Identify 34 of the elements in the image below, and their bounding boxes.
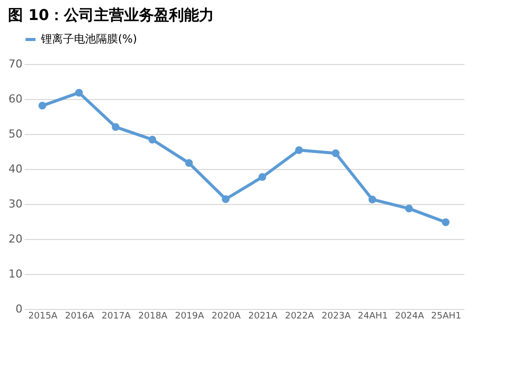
x-tick-label: 24AH1: [358, 312, 388, 322]
point: [185, 159, 193, 167]
x-tick-label: 25AH1: [431, 312, 462, 322]
point: [442, 218, 450, 226]
x-tick-label: 2022A: [284, 312, 315, 322]
point: [405, 204, 413, 212]
point: [112, 123, 120, 131]
x-tick-label: 2018A: [138, 312, 168, 322]
y-tick-label: 60: [8, 92, 22, 106]
x-tick-label: 2023A: [322, 312, 352, 322]
legend-label: 锂离子电池隔膜(%): [40, 32, 138, 46]
x-tick-label: 2024A: [394, 312, 425, 322]
y-tick-label: 50: [8, 128, 22, 140]
y-tick-label: 10: [8, 268, 22, 280]
point: [38, 102, 46, 110]
point: [148, 136, 156, 144]
x-tick-label: 2017A: [102, 312, 132, 322]
point: [295, 146, 303, 154]
point: [368, 196, 376, 204]
x-tick-label: 2021A: [248, 312, 278, 322]
y-tick-label: 30: [8, 198, 22, 210]
x-tick-label: 2020A: [212, 312, 242, 322]
y-tick-label: 40: [8, 162, 22, 176]
point: [258, 173, 266, 181]
x-tick-label: 2016A: [64, 312, 95, 322]
chart-title: 图 10：公司主营业务盈利能力: [8, 6, 214, 24]
point: [332, 149, 340, 158]
x-tick-label: 2015A: [28, 312, 58, 322]
point: [75, 88, 83, 97]
y-tick-label: 70: [8, 58, 22, 70]
y-tick-label: 0: [16, 302, 22, 316]
x-tick-label: 2019A: [174, 312, 205, 322]
point: [222, 195, 230, 203]
y-tick-label: 20: [8, 232, 22, 246]
